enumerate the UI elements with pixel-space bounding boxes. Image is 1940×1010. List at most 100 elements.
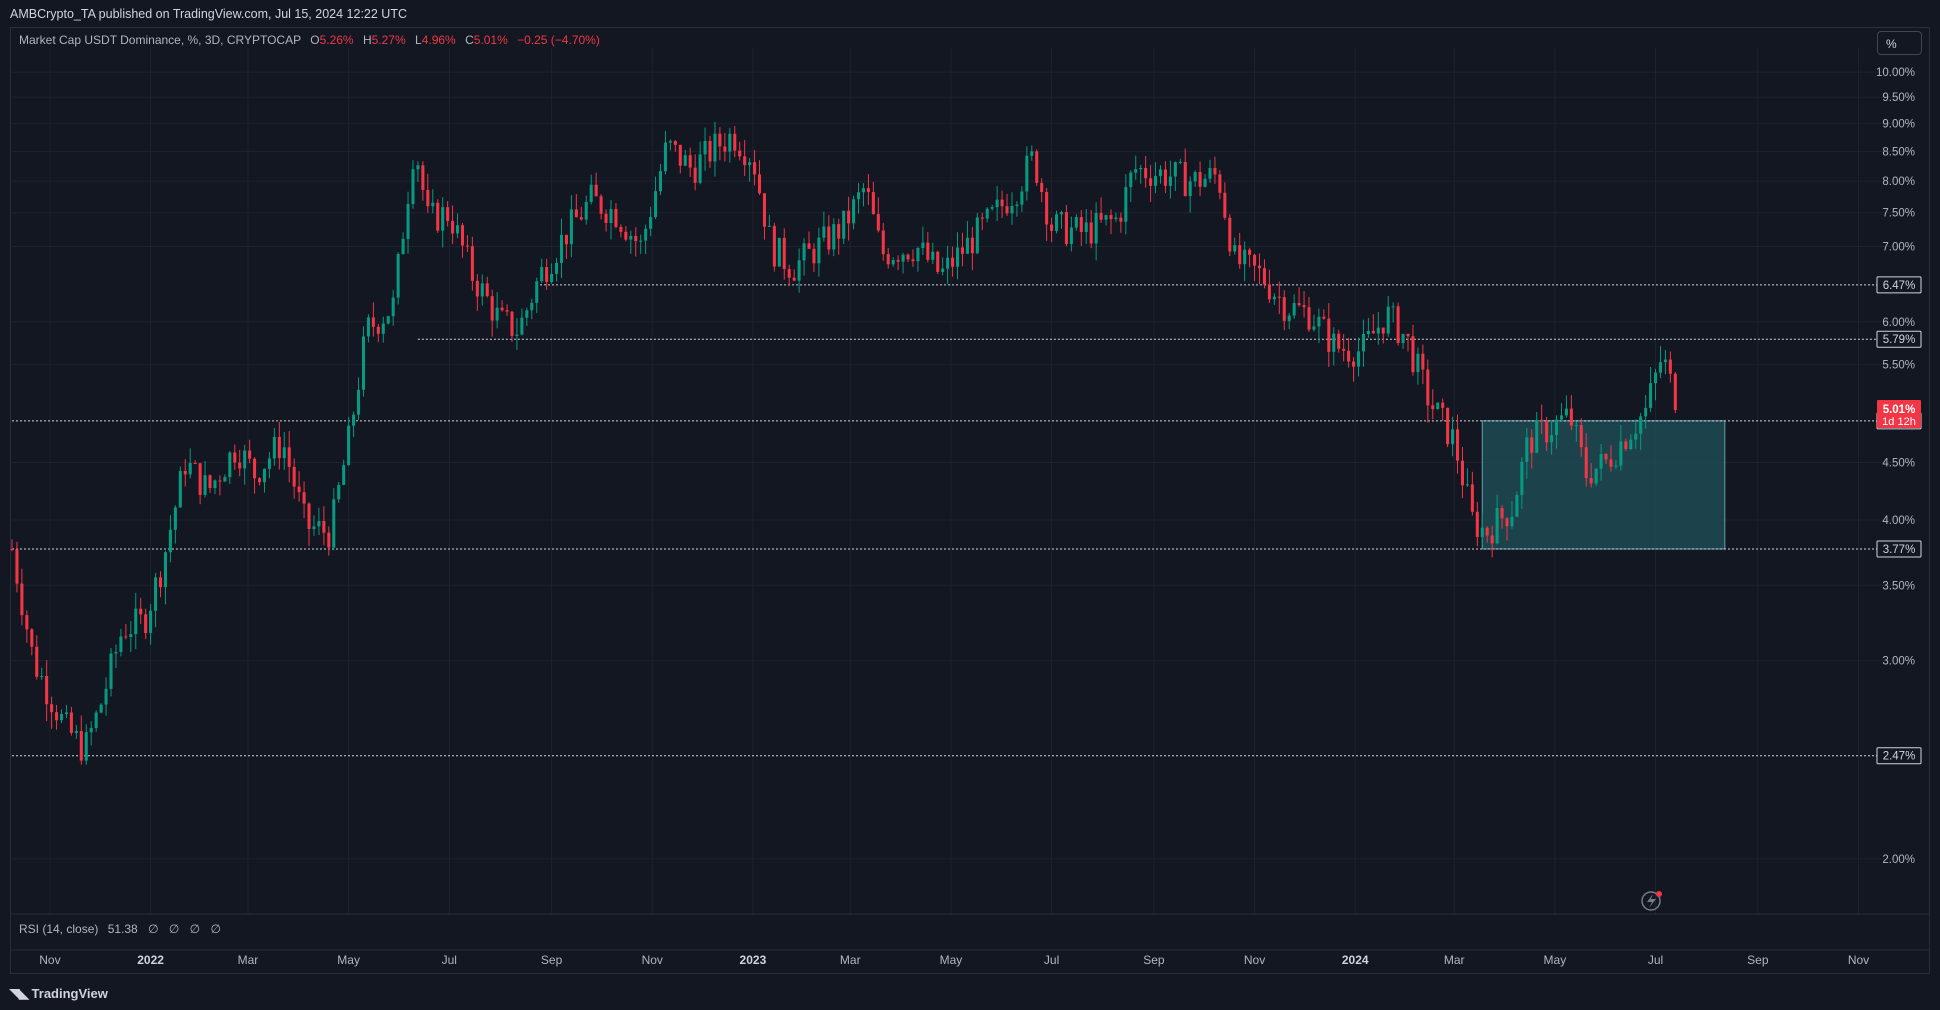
candle-body [515,334,519,336]
candle-body [1361,334,1365,352]
x-tick-label: Sep [1747,953,1769,967]
candle-body [1243,249,1247,265]
candle-body [30,629,34,647]
candle-body [1094,213,1098,244]
candle-body [787,269,791,278]
candle-body [713,133,717,162]
candle-body [361,336,366,390]
candle-body [74,731,78,733]
candle-body [1381,327,1385,334]
candle-body [782,237,786,270]
candle-body [332,499,336,548]
rsi-placeholder: ∅ [168,922,180,936]
candle-body [173,507,177,530]
candle-body [470,246,474,281]
candle-body [545,267,549,282]
symbol-legend[interactable]: Market Cap USDT Dominance, %, 3D, CRYPTO… [19,33,606,47]
candle-body [337,484,341,500]
candle-body [1644,407,1648,417]
candle-body [886,254,890,265]
candle-body [1490,535,1494,544]
candle-body [1317,316,1321,327]
candle-body [10,548,14,550]
candle-body [970,237,974,254]
candle-body [624,231,628,240]
tradingview-logo[interactable]: ◥◣ TradingView [9,985,108,1002]
level-tag-label: 2.47% [1883,751,1916,763]
y-tick-label: 8.50% [1882,147,1915,159]
candle-body [1347,350,1351,362]
candle-body [1262,268,1266,285]
candle-body [757,174,762,194]
candle-body [931,251,935,260]
last-price-tag [1877,399,1921,428]
candle-body [406,204,410,239]
x-tick-label: 2023 [740,953,767,967]
candle-body [698,154,702,183]
candle-body [1248,249,1252,255]
candle-body [1446,407,1450,445]
candle-body [1431,405,1435,410]
candle-body [1267,284,1271,300]
candle-body [1104,215,1108,220]
candle-body [1332,333,1336,352]
candle-body [559,234,564,263]
candle-body [431,202,435,207]
candle-body [163,552,167,588]
percent-scale-button[interactable]: % [1877,31,1922,55]
candle-body [1005,206,1009,214]
x-tick-label: 2022 [137,953,164,967]
candle-body [965,237,969,254]
candle-body [1540,419,1544,421]
candle-body [84,732,88,761]
candle-body [1173,162,1177,177]
candle-body [1000,199,1004,207]
x-tick-label: May [940,953,963,967]
last-price-label: 5.01% [1883,404,1916,416]
lightning-icon [1641,891,1661,911]
candle-body [723,146,727,152]
candle-body [1441,402,1445,408]
candle-body [391,297,395,317]
candle-body [1069,227,1073,245]
candle-body [124,636,128,638]
candle-body [1376,327,1380,334]
candle-body [579,217,583,220]
candle-body [668,141,672,143]
y-tick-label: 7.50% [1882,208,1915,220]
y-tick-label: 3.00% [1882,656,1915,668]
candle-body [485,283,489,297]
candle-body [1386,306,1390,334]
candle-body [866,188,870,193]
candle-body [376,326,380,334]
candle-body [1124,187,1128,222]
candle-body [1525,437,1529,462]
rsi-legend[interactable]: RSI (14, close) 51.38 ∅ ∅ ∅ ∅ [19,922,228,936]
x-tick-label: Nov [642,953,663,967]
candle-body [297,486,301,493]
low-value: 4.96% [421,33,456,47]
candle-body [114,651,118,654]
rsi-placeholder: ∅ [148,922,159,936]
candle-body [876,214,880,231]
candle-body [718,133,722,147]
candle-body [1550,435,1554,443]
candle-body [995,199,999,208]
candle-body [1342,348,1346,351]
candle-body [1480,527,1484,537]
candle-body [1272,296,1276,300]
candle-body [158,577,163,588]
candle-body [1292,303,1296,316]
candle-body [312,526,316,530]
candle-body [1129,172,1133,188]
candle-body [1589,478,1593,484]
candle-body [302,492,306,504]
candle-body [1673,373,1677,410]
candle-body [891,260,895,265]
candle-body [277,436,281,459]
candle-body [550,273,554,282]
x-tick-label: Mar [840,953,861,967]
candle-body [1218,174,1222,193]
candle-body [109,653,113,689]
